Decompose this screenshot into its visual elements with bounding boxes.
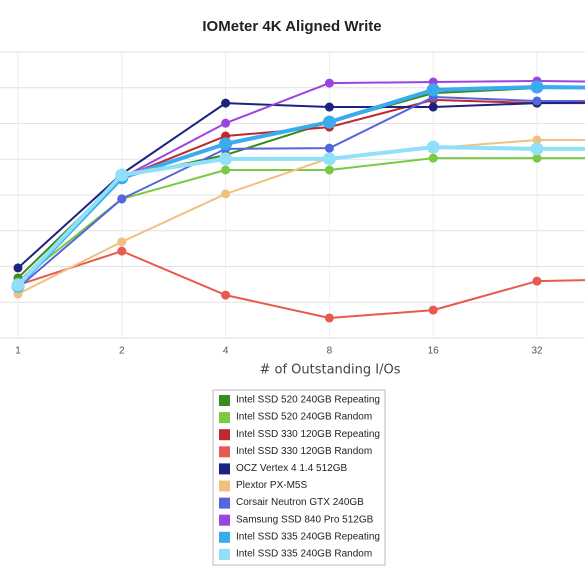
legend-swatch: [219, 497, 230, 509]
data-point: [532, 96, 542, 106]
x-tick-label: 16: [428, 346, 440, 357]
x-tick-label: 1: [15, 346, 21, 357]
data-point: [530, 80, 544, 94]
data-point: [13, 263, 23, 273]
data-point: [322, 115, 336, 129]
series-line: [17, 157, 585, 283]
x-tick-label: 4: [223, 346, 229, 357]
legend-swatch: [219, 463, 230, 475]
data-point: [324, 102, 334, 112]
legend-label: Intel SSD 520 240GB Repeating: [236, 395, 380, 406]
data-point: [115, 168, 129, 182]
data-point: [322, 152, 336, 166]
data-point: [117, 246, 127, 256]
x-tick-label: 8: [327, 346, 333, 357]
data-point: [324, 313, 334, 323]
data-point: [221, 189, 231, 199]
legend-label: Corsair Neutron GTX 240GB: [236, 497, 364, 508]
legend-swatch: [219, 531, 230, 543]
data-point: [428, 153, 438, 163]
legend-label: Plextor PX-M5S: [236, 480, 307, 491]
legend-label: Intel SSD 335 240GB Random: [236, 549, 372, 560]
data-point: [221, 98, 231, 108]
x-tick-label: 32: [531, 346, 543, 357]
legend-swatch: [219, 446, 230, 458]
data-point: [324, 165, 334, 175]
legend-swatch: [219, 480, 230, 492]
legend-label: Intel SSD 335 240GB Repeating: [236, 531, 380, 542]
legend-label: Intel SSD 330 120GB Random: [236, 446, 372, 457]
legend-swatch: [219, 548, 230, 560]
data-point: [530, 142, 544, 156]
legend-swatch: [219, 395, 230, 406]
data-point: [221, 165, 231, 175]
data-point: [426, 140, 440, 154]
data-point: [428, 305, 438, 315]
data-point: [117, 194, 127, 204]
legend-swatch: [219, 514, 230, 526]
data-point: [11, 278, 25, 292]
legend-label: Intel SSD 520 240GB Random: [236, 412, 372, 423]
legend-label: Samsung SSD 840 Pro 512GB: [236, 514, 374, 525]
data-point: [117, 237, 127, 247]
data-point: [221, 118, 231, 128]
x-tick-label: 2: [119, 346, 125, 357]
legend-swatch: [219, 412, 230, 424]
data-point: [532, 135, 542, 145]
x-axis-label: # of Outstanding I/Os: [259, 363, 400, 378]
data-point: [324, 143, 334, 153]
legend-label: OCZ Vertex 4 1.4 512GB: [236, 463, 347, 474]
data-point: [532, 276, 542, 286]
data-point: [324, 78, 334, 88]
legend-label: Intel SSD 330 120GB Repeating: [236, 429, 380, 440]
chart-title: IOMeter 4K Aligned Write: [202, 18, 381, 35]
series-line: [17, 138, 585, 295]
legend-box: [212, 389, 386, 566]
series-line: [17, 250, 585, 319]
data-point: [428, 102, 438, 112]
data-point: [221, 290, 231, 300]
data-point: [219, 152, 233, 166]
series-line: [17, 79, 585, 284]
legend-swatch: [219, 429, 230, 441]
series-line: [17, 87, 585, 279]
data-point: [426, 83, 440, 97]
data-point: [532, 153, 542, 163]
data-point: [219, 137, 233, 151]
